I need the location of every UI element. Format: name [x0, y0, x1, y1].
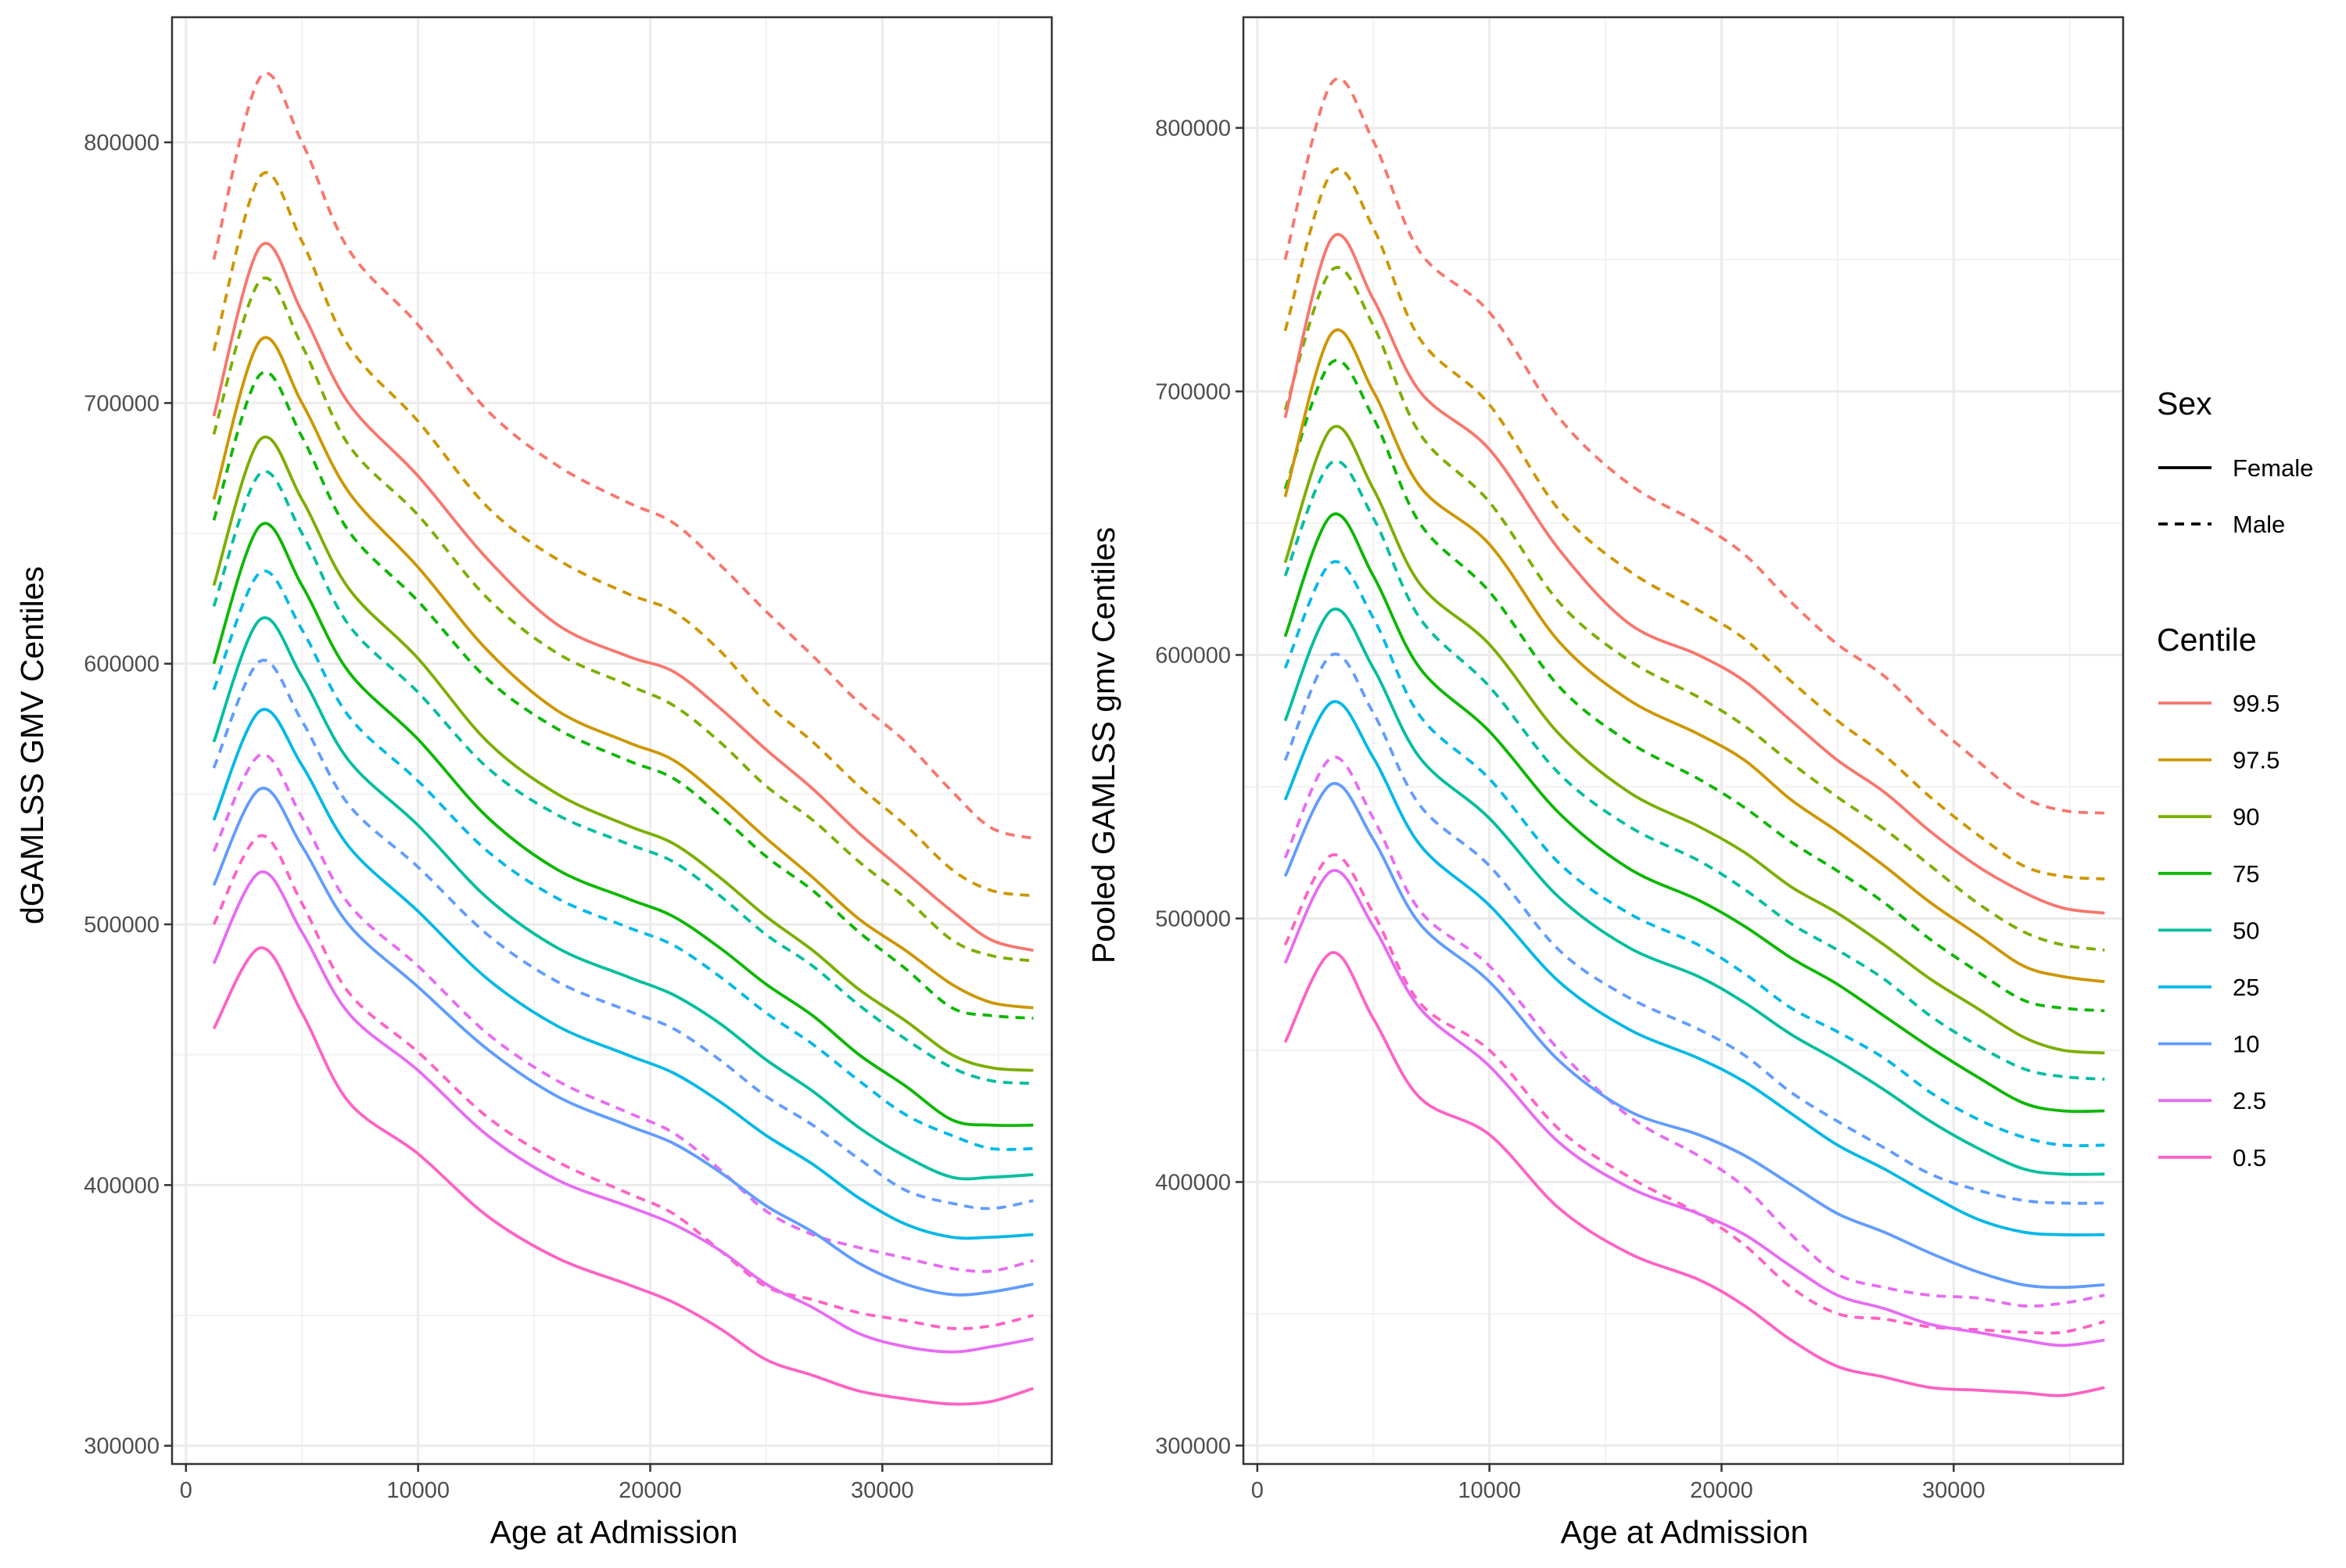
legend-label-centile-0-5: 0.5 — [2233, 1144, 2266, 1172]
right-x-tick-label: 0 — [1251, 1478, 1264, 1503]
left-y-tick-label: 800000 — [84, 131, 160, 156]
left-series-line-female-99-5 — [212, 242, 1034, 953]
right-panel: 0 10000 20000 30000 300000 400000 500000 600000… — [1155, 16, 2125, 1503]
left-y-tick-label: 500000 — [84, 913, 160, 938]
left-y-tick-label: 400000 — [84, 1173, 160, 1198]
right-y-tick-label: 400000 — [1155, 1170, 1231, 1195]
right-y-tick-label: 800000 — [1155, 117, 1231, 142]
left-panel-border — [170, 16, 1053, 1466]
left-series-line-female-2-5 — [212, 870, 1034, 1354]
left-series-line-male-97-5 — [212, 170, 1034, 898]
right-series-line-female-99-5 — [1283, 232, 2105, 915]
legend-title-sex: Sex — [2157, 386, 2212, 422]
right-panel-border — [1242, 16, 2125, 1466]
legend: Sex Female Male Centile 99.5 97.5 90 75 50 25 1… — [2157, 386, 2313, 1172]
legend-label-centile-10: 10 — [2233, 1031, 2259, 1058]
left-y-tick-label: 300000 — [84, 1434, 160, 1459]
left-series-line-female-90 — [212, 436, 1034, 1072]
right-x-axis-title: Age at Admission — [1561, 1514, 1809, 1550]
legend-label-centile-75: 75 — [2233, 860, 2259, 888]
legend-label-centile-90: 90 — [2233, 803, 2259, 831]
legend-sex-items: Female Male — [2158, 454, 2313, 538]
legend-label-male: Male — [2233, 511, 2285, 538]
right-series-line-female-2-5 — [1283, 869, 2105, 1347]
right-series-line-male-50 — [1283, 459, 2105, 1081]
legend-label-centile-25: 25 — [2233, 974, 2259, 1001]
right-x-tick-label: 30000 — [1922, 1478, 1985, 1503]
right-plot-area — [1243, 17, 2123, 1464]
left-series-line-male-2-5 — [212, 752, 1034, 1273]
legend-label-centile-97-5: 97.5 — [2233, 747, 2280, 774]
right-series-line-male-2-5 — [1283, 755, 2105, 1308]
right-x-tick-label: 20000 — [1690, 1478, 1753, 1503]
right-series-line-female-25 — [1283, 700, 2105, 1236]
left-x-tick-label: 10000 — [386, 1478, 450, 1503]
left-y-tick-label: 700000 — [84, 391, 160, 416]
right-series-line-female-75 — [1283, 512, 2105, 1114]
left-series-line-male-90 — [212, 276, 1034, 963]
left-x-axis-title: Age at Admission — [490, 1514, 738, 1550]
right-series-line-female-10 — [1283, 781, 2105, 1290]
left-series-line-female-75 — [212, 522, 1034, 1128]
left-plot-area — [172, 17, 1052, 1464]
left-series-line-female-0-5 — [212, 946, 1034, 1406]
left-panel: 0 10000 20000 30000 300000 400000 500000 600000… — [84, 16, 1053, 1503]
right-y-axis-title: Pooled GAMLSS gmv Centiles — [1085, 527, 1121, 963]
left-series-line-male-0-5 — [212, 834, 1034, 1330]
right-series-line-male-10 — [1283, 652, 2105, 1205]
right-series-line-female-0-5 — [1283, 951, 2105, 1398]
left-x-tick-label: 0 — [180, 1478, 192, 1503]
right-series-line-male-99-5 — [1283, 77, 2105, 815]
left-y-axis-title: dGAMLSS GMV Centiles — [14, 566, 50, 924]
legend-label-female: Female — [2233, 454, 2313, 482]
right-series-line-male-25 — [1283, 560, 2105, 1147]
right-y-tick-label: 300000 — [1155, 1433, 1231, 1459]
left-x-tick-label: 20000 — [619, 1478, 682, 1503]
left-series-line-male-75 — [212, 370, 1034, 1020]
right-y-tick-label: 700000 — [1155, 380, 1231, 405]
left-x-tick-label: 30000 — [851, 1478, 914, 1503]
right-y-tick-label: 500000 — [1155, 906, 1231, 931]
legend-centile-items: 99.5 97.5 90 75 50 25 10 2.5 0.5 — [2158, 690, 2280, 1172]
right-series-line-female-50 — [1283, 607, 2105, 1176]
right-series-line-male-97-5 — [1283, 167, 2105, 881]
right-series-line-female-90 — [1283, 425, 2105, 1055]
legend-label-centile-99-5: 99.5 — [2233, 690, 2280, 717]
right-series-line-female-97-5 — [1283, 328, 2105, 984]
left-series-line-female-97-5 — [212, 335, 1034, 1010]
legend-title-centile: Centile — [2157, 622, 2257, 658]
legend-label-centile-50: 50 — [2233, 917, 2259, 944]
right-series-line-male-75 — [1283, 358, 2105, 1013]
right-x-tick-label: 10000 — [1458, 1478, 1521, 1503]
legend-label-centile-2-5: 2.5 — [2233, 1087, 2266, 1114]
left-series-line-male-99-5 — [212, 71, 1034, 840]
left-series-line-female-25 — [212, 708, 1034, 1240]
right-y-tick-label: 600000 — [1155, 643, 1231, 668]
left-series-line-male-50 — [212, 470, 1034, 1085]
right-series-line-male-90 — [1283, 266, 2105, 952]
left-series-line-female-10 — [212, 786, 1034, 1297]
left-series-line-female-50 — [212, 616, 1034, 1181]
left-y-tick-label: 600000 — [84, 652, 160, 677]
left-series-line-male-25 — [212, 569, 1034, 1151]
left-series-line-male-10 — [212, 658, 1034, 1211]
